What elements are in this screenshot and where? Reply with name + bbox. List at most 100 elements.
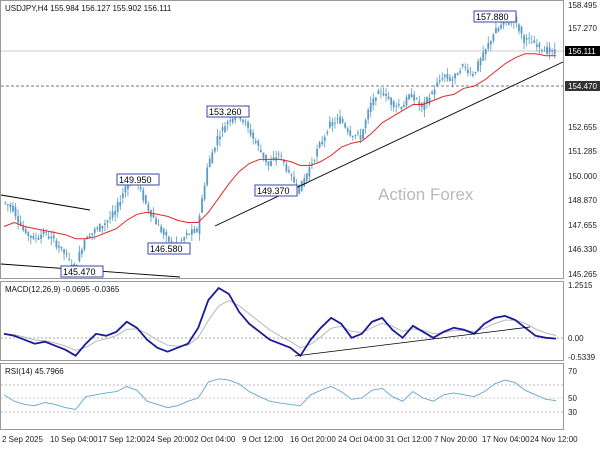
candle-body — [42, 230, 45, 234]
candle-body — [331, 121, 334, 126]
candle-body — [242, 119, 244, 123]
candle-body — [466, 69, 469, 74]
time-tick: 17 Nov 04:00 — [482, 435, 530, 444]
candle-body — [247, 122, 249, 128]
candle-body — [190, 229, 193, 235]
candle-body — [78, 251, 81, 262]
candle-body — [52, 235, 55, 239]
candle-body — [170, 241, 173, 244]
level-price-box — [565, 81, 600, 91]
candle-body — [528, 37, 531, 39]
candle-body — [341, 118, 344, 123]
candle-body — [65, 253, 68, 255]
price-tick: 150.000 — [568, 172, 597, 181]
candle-body — [479, 58, 482, 66]
candle-body — [464, 67, 467, 68]
candle-body — [101, 225, 104, 229]
candle-body — [208, 158, 211, 167]
candle-body — [405, 97, 408, 106]
candle-body — [119, 202, 122, 207]
candle-body — [183, 237, 186, 241]
ema-line — [3, 53, 556, 240]
candle-body — [45, 232, 48, 234]
time-tick: 24 Nov 12:00 — [530, 435, 578, 444]
candle-body — [272, 157, 275, 160]
candle-body — [155, 218, 157, 225]
candle-body — [482, 52, 485, 61]
candle-body — [88, 235, 91, 238]
candle-body — [441, 78, 444, 80]
annotation-149370: 149.370 — [254, 184, 298, 197]
candle-body — [298, 184, 301, 194]
candle-body — [259, 150, 262, 153]
candle-body — [93, 228, 96, 233]
candle-body — [334, 122, 336, 124]
candle-body — [203, 185, 206, 200]
candle-body — [484, 48, 487, 55]
candle-body — [551, 50, 554, 52]
candle-body — [535, 44, 538, 48]
candle-body — [418, 101, 421, 106]
candle-body — [58, 245, 60, 248]
time-tick: 9 Oct 12:00 — [242, 435, 284, 444]
candle-body — [288, 170, 290, 173]
candle-body — [267, 161, 270, 166]
candle-body — [530, 42, 533, 44]
candle-body — [50, 236, 53, 239]
candle-body — [408, 94, 410, 100]
candle-body — [548, 47, 551, 53]
candle-body — [6, 204, 9, 206]
macd-tick: 1.2515 — [568, 281, 593, 290]
candle-body — [492, 34, 495, 41]
candle-body — [17, 216, 19, 223]
candle-body — [4, 202, 7, 204]
candle-body — [265, 154, 267, 163]
candle-body — [162, 228, 165, 235]
candle-body — [270, 161, 272, 167]
rsi-tick: 70 — [568, 367, 577, 376]
candle-body — [533, 40, 536, 43]
candle-body — [413, 94, 416, 101]
time-tick: 16 Oct 20:00 — [290, 435, 336, 444]
candle-body — [454, 73, 456, 79]
candle-body — [282, 159, 285, 163]
annotation-149950: 149.950 — [116, 173, 160, 186]
candle-body — [211, 152, 214, 164]
candle-body — [523, 35, 525, 43]
macd-trendline — [294, 326, 531, 357]
candle-body — [318, 142, 321, 148]
candle-body — [229, 120, 232, 122]
candle-body — [142, 189, 145, 201]
candle-body — [40, 234, 42, 239]
candle-body — [431, 91, 433, 94]
candle-body — [29, 235, 32, 238]
candle-body — [22, 225, 25, 231]
current-price-tag: 156.111 — [568, 47, 596, 56]
time-tick: 7 Nov 20:00 — [434, 435, 478, 444]
candle-body — [277, 153, 280, 155]
candle-body — [83, 239, 86, 250]
candle-body — [280, 155, 283, 157]
candle-body — [382, 93, 385, 96]
annotation-text: 157.880 — [476, 12, 509, 22]
candle-body — [14, 207, 17, 217]
candle-body — [377, 90, 380, 95]
candle-body — [98, 223, 101, 232]
candle-body — [339, 116, 341, 124]
candle-body — [224, 126, 226, 133]
candle-body — [201, 198, 203, 213]
candle-body — [313, 159, 316, 161]
candle-body — [357, 132, 359, 134]
annotation-text: 149.950 — [119, 175, 152, 185]
time-tick: 2 Sep 2025 — [2, 435, 43, 444]
candle-body — [520, 26, 523, 34]
candle-body — [438, 80, 441, 82]
price-tick: 146.330 — [568, 245, 597, 254]
candle-body — [436, 82, 439, 87]
candle-body — [487, 42, 490, 49]
candle-body — [244, 122, 247, 123]
candle-body — [390, 97, 393, 105]
candle-body — [114, 210, 117, 215]
candle-body — [546, 46, 548, 54]
